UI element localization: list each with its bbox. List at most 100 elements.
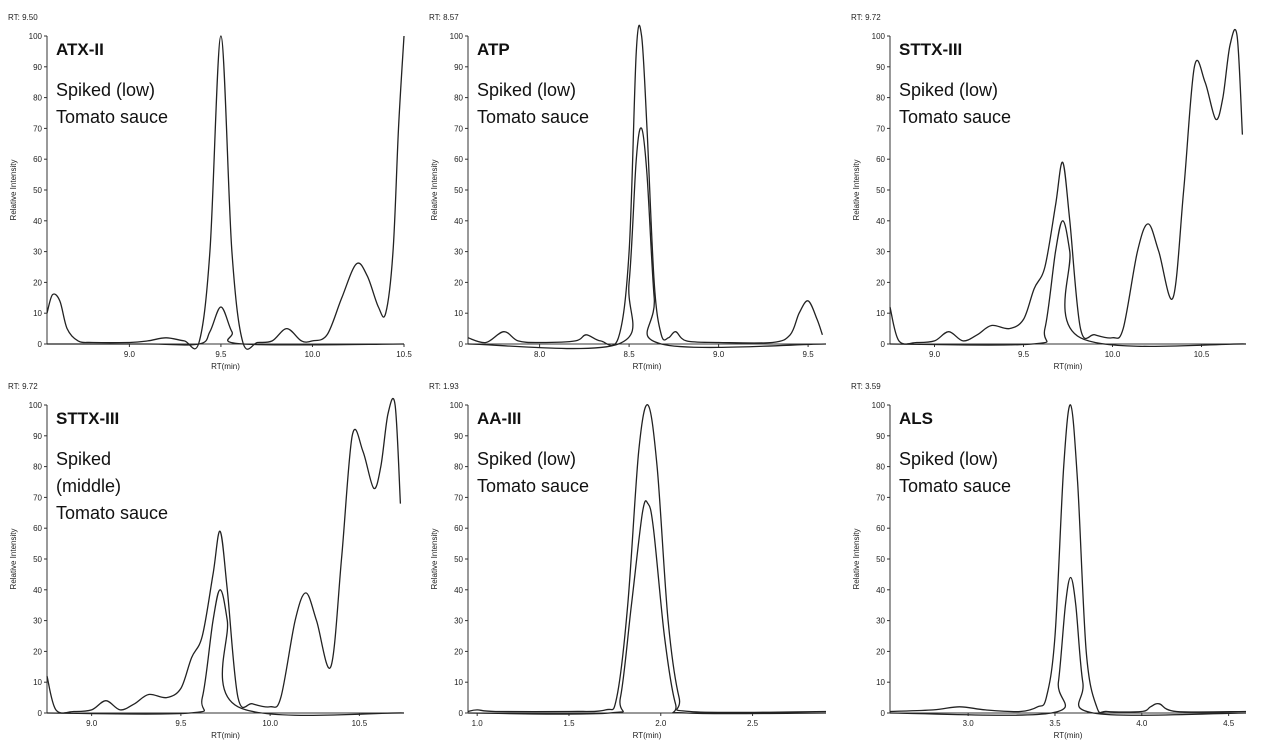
y-tick-label: 60	[876, 524, 885, 533]
y-tick-label: 60	[33, 524, 42, 533]
compound-name: ATX-II	[56, 40, 104, 59]
y-tick-label: 40	[454, 217, 463, 226]
rt-label: RT: 8.57	[429, 13, 459, 22]
x-tick-label: 2.0	[655, 719, 667, 728]
compound-name: ALS	[899, 409, 933, 428]
rt-label: RT: 3.59	[851, 382, 881, 391]
y-tick-label: 40	[33, 586, 42, 595]
chromatogram-trace-1	[889, 404, 1247, 714]
y-tick-label: 30	[876, 617, 885, 626]
y-tick-label: 40	[876, 586, 885, 595]
x-tick-label: 9.5	[215, 350, 227, 359]
y-tick-label: 50	[454, 555, 463, 564]
chromatogram-trace-1	[46, 398, 402, 714]
x-tick-label: 9.5	[1018, 350, 1030, 359]
x-tick-label: 10.0	[305, 350, 321, 359]
chromatogram-panel-2: RT: 8.57 0 10 20 30 40 50 60 70 80 90 100 8.0 8.5 9.0 9…	[429, 13, 827, 371]
y-tick-label: 30	[454, 248, 463, 257]
chromatogram-panel-3: RT: 9.72 0 10 20 30 40 50 60 70 80 90 100 9.0 9.5 10.0…	[851, 13, 1247, 371]
y-tick-label: 90	[876, 63, 885, 72]
y-tick-label: 40	[876, 217, 885, 226]
y-tick-label: 0	[38, 340, 43, 349]
x-tick-label: 2.5	[747, 719, 759, 728]
y-tick-label: 50	[876, 186, 885, 195]
y-tick-label: 100	[872, 401, 886, 410]
y-tick-label: 10	[454, 678, 463, 687]
chromatogram-panel-4: RT: 9.72 0 10 20 30 40 50 60 70 80 90 100 9.0 9.5 10.0…	[8, 382, 405, 740]
x-tick-label: 4.5	[1223, 719, 1235, 728]
y-tick-label: 80	[876, 463, 885, 472]
y-tick-label: 20	[876, 278, 885, 287]
y-tick-label: 20	[33, 647, 42, 656]
y-tick-label: 100	[450, 401, 464, 410]
chromatogram-trace-1	[889, 29, 1244, 345]
y-tick-label: 20	[454, 647, 463, 656]
y-tick-label: 100	[450, 32, 464, 41]
x-tick-label: 10.0	[1105, 350, 1121, 359]
y-tick-label: 60	[454, 155, 463, 164]
y-tick-label: 70	[876, 493, 885, 502]
y-tick-label: 90	[33, 432, 42, 441]
sample-label-line: Spiked (low)	[477, 80, 576, 100]
y-axis-title: Relative Intensity	[430, 160, 439, 221]
x-tick-label: 4.0	[1136, 719, 1148, 728]
chromatogram-panel-1: RT: 9.50 0 10 20 30 40 50 60 70 80 90 100 9.0 9.5 10.0…	[8, 13, 412, 371]
y-tick-label: 30	[33, 248, 42, 257]
rt-label: RT: 9.50	[8, 13, 38, 22]
x-tick-label: 9.5	[175, 719, 187, 728]
sample-label-line: Tomato sauce	[56, 107, 168, 127]
sample-label-line: Spiked (low)	[899, 449, 998, 469]
sample-label-line: Tomato sauce	[477, 107, 589, 127]
y-tick-label: 90	[454, 432, 463, 441]
x-tick-label: 10.0	[262, 719, 278, 728]
y-tick-label: 20	[33, 278, 42, 287]
sample-label-line: Spiked (low)	[899, 80, 998, 100]
x-axis-title: RT(min)	[211, 731, 240, 740]
x-axis-title: RT(min)	[1054, 362, 1083, 371]
sample-label-line: Tomato sauce	[899, 476, 1011, 496]
y-tick-label: 60	[33, 155, 42, 164]
y-tick-label: 30	[876, 248, 885, 257]
y-tick-label: 80	[33, 94, 42, 103]
y-tick-label: 10	[33, 309, 42, 318]
x-tick-label: 9.0	[929, 350, 941, 359]
y-tick-label: 50	[876, 555, 885, 564]
sample-label-line: Tomato sauce	[56, 503, 168, 523]
x-tick-label: 9.0	[86, 719, 98, 728]
chromatogram-trace-2	[889, 576, 1247, 716]
chromatogram-trace-2	[467, 127, 827, 350]
chromatogram-trace-2	[46, 589, 405, 717]
y-tick-label: 20	[454, 278, 463, 287]
x-tick-label: 8.5	[624, 350, 636, 359]
x-axis-title: RT(min)	[633, 362, 662, 371]
x-tick-label: 9.5	[803, 350, 815, 359]
x-tick-label: 3.5	[1049, 719, 1061, 728]
sample-label-line: Tomato sauce	[477, 476, 589, 496]
y-tick-label: 70	[876, 124, 885, 133]
x-tick-label: 3.0	[963, 719, 975, 728]
sample-label-line: Tomato sauce	[899, 107, 1011, 127]
x-axis-title: RT(min)	[633, 731, 662, 740]
y-tick-label: 70	[454, 493, 463, 502]
y-tick-label: 70	[454, 124, 463, 133]
y-tick-label: 90	[454, 63, 463, 72]
y-tick-label: 0	[881, 709, 886, 718]
y-tick-label: 80	[454, 94, 463, 103]
compound-name: AA-III	[477, 409, 521, 428]
y-tick-label: 70	[33, 493, 42, 502]
y-tick-label: 60	[876, 155, 885, 164]
sample-label-line: Spiked (low)	[477, 449, 576, 469]
y-tick-label: 0	[459, 340, 464, 349]
y-tick-label: 40	[33, 217, 42, 226]
sample-label-line: Spiked (low)	[56, 80, 155, 100]
compound-name: STTX-III	[899, 40, 962, 59]
x-tick-label: 10.5	[352, 719, 368, 728]
compound-name: ATP	[477, 40, 510, 59]
y-tick-label: 90	[33, 63, 42, 72]
y-tick-label: 100	[29, 32, 43, 41]
y-axis-title: Relative Intensity	[430, 529, 439, 590]
y-tick-label: 30	[454, 617, 463, 626]
x-tick-label: 1.0	[472, 719, 484, 728]
y-tick-label: 30	[33, 617, 42, 626]
